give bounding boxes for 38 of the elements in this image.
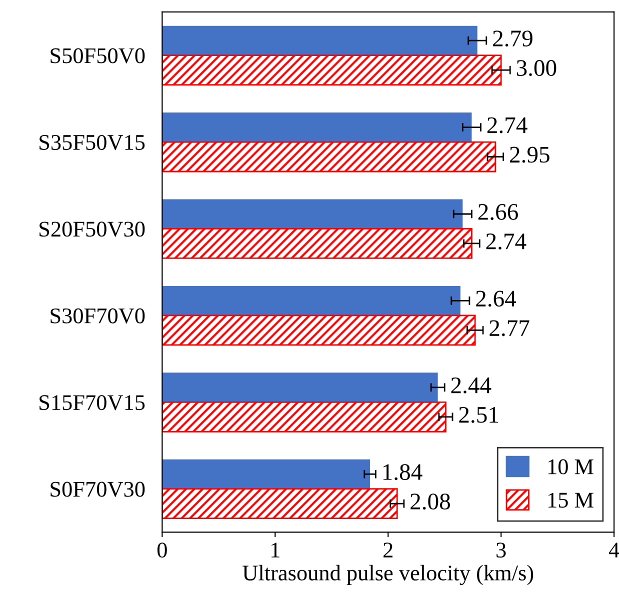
data-label: 2.74 [487,117,528,134]
data-label: 2.77 [490,320,530,336]
bar [162,488,398,520]
data-label: 3.00 [516,60,556,76]
bar [162,286,460,316]
x-tick-label: 0 [157,542,167,558]
data-label: 2.79 [493,30,532,47]
x-tick-label: 2 [384,542,392,558]
bar [162,372,438,402]
bar [162,459,370,489]
x-axis-title: Ultrasound pulse velocity (km/s) [242,564,534,586]
bar [162,314,476,346]
data-label: 1.84 [383,464,422,480]
bar [162,112,472,142]
x-tick-label: 4 [608,542,619,558]
data-label: 2.66 [478,204,518,220]
x-tick-label: 1 [272,542,280,558]
x-tick-label: 3 [496,542,506,558]
data-label: 2.95 [510,146,550,163]
data-label: 2.08 [410,494,450,510]
y-tick-label: S35F50V15 [40,134,145,150]
y-tick-label: S20F50V30 [40,222,145,237]
y-tick-label: S50F50V0 [50,48,145,64]
data-label: 2.44 [451,377,492,394]
bar [162,141,496,172]
data-label: 2.51 [459,406,498,423]
data-label: 2.74 [486,234,526,250]
bar [162,26,478,56]
y-tick-label: S0F70V30 [50,482,145,497]
bar [162,199,463,229]
data-label: 2.64 [476,290,516,307]
bar [162,401,446,432]
y-tick-label: S30F70V0 [50,308,145,324]
bar [162,228,472,259]
legend-label: 10 M [548,459,594,474]
y-tick-label: S15F70V15 [40,395,145,410]
bar [162,54,502,86]
legend-label: 15 M [548,492,594,508]
